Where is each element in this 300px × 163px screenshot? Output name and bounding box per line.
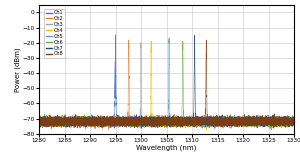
Ch7: [152, 122, 155, 124]
Ch5: [266, 120, 269, 122]
Ch4: [292, 119, 295, 121]
Ch2: [259, 121, 262, 123]
Ch8: [152, 122, 155, 124]
Ch7: [292, 121, 295, 123]
Ch1: [292, 117, 295, 119]
Ch3: [152, 122, 155, 124]
Ch1: [200, 123, 204, 125]
Ch6: [266, 122, 269, 124]
Ch6: [50, 128, 53, 130]
Line: Ch3: Ch3: [39, 42, 294, 129]
Ch5: [259, 119, 262, 120]
Ch3: [200, 121, 204, 123]
Line: Ch2: Ch2: [39, 40, 294, 130]
Ch3: [84, 128, 87, 130]
Ch2: [292, 120, 295, 122]
Ch8: [204, 39, 208, 41]
Line: Ch4: Ch4: [39, 41, 294, 130]
Ch8: [200, 120, 204, 122]
Ch7: [200, 120, 204, 122]
Ch5: [292, 121, 295, 123]
Ch3: [139, 41, 143, 43]
Ch8: [259, 120, 262, 122]
Ch1: [259, 121, 262, 123]
Ch5: [200, 121, 204, 123]
Ch5: [289, 121, 292, 123]
Ch1: [292, 121, 296, 123]
Ch8: [292, 117, 295, 119]
Ch4: [289, 124, 292, 126]
Ch6: [181, 40, 184, 42]
Ch3: [289, 122, 292, 124]
Y-axis label: Power (dBm): Power (dBm): [15, 47, 21, 92]
Ch7: [37, 120, 41, 122]
Ch4: [200, 123, 204, 125]
Ch4: [152, 124, 155, 126]
Ch4: [266, 125, 269, 126]
Ch1: [101, 127, 105, 129]
Ch2: [269, 129, 273, 131]
Ch1: [114, 34, 117, 36]
Ch5: [152, 120, 155, 122]
Ch3: [259, 119, 262, 121]
Ch7: [193, 34, 196, 36]
Ch7: [289, 121, 292, 123]
Ch4: [292, 121, 296, 123]
Ch2: [37, 116, 41, 118]
Ch7: [259, 122, 262, 124]
Ch5: [37, 123, 41, 125]
Ch2: [127, 39, 130, 41]
Ch8: [37, 121, 41, 123]
Ch3: [37, 120, 41, 122]
Ch3: [266, 123, 269, 125]
Ch6: [200, 120, 204, 122]
Ch1: [266, 121, 269, 123]
Ch4: [204, 129, 208, 131]
Ch7: [266, 118, 269, 120]
Ch1: [289, 123, 292, 125]
Ch8: [292, 120, 296, 122]
Ch4: [149, 40, 153, 42]
Ch2: [289, 120, 292, 122]
Ch4: [259, 121, 262, 123]
Ch2: [200, 120, 204, 122]
Line: Ch6: Ch6: [39, 41, 294, 129]
Ch2: [292, 118, 296, 120]
Ch6: [259, 119, 262, 121]
Ch6: [289, 120, 292, 122]
Ch6: [292, 121, 296, 123]
Ch7: [292, 122, 296, 124]
Line: Ch8: Ch8: [39, 40, 294, 129]
Ch5: [268, 128, 272, 130]
Ch6: [292, 118, 295, 119]
Ch2: [152, 120, 155, 122]
Line: Ch5: Ch5: [39, 38, 294, 129]
Ch8: [289, 119, 292, 121]
Legend: Ch1, Ch2, Ch3, Ch4, Ch5, Ch6, Ch7, Ch8: Ch1, Ch2, Ch3, Ch4, Ch5, Ch6, Ch7, Ch8: [44, 9, 65, 58]
Line: Ch7: Ch7: [39, 35, 294, 128]
Ch8: [266, 121, 269, 123]
Ch4: [37, 119, 41, 121]
Ch5: [167, 37, 171, 39]
Ch1: [152, 122, 155, 124]
Ch7: [112, 127, 116, 129]
Ch3: [292, 122, 296, 124]
Ch6: [37, 119, 41, 121]
Ch5: [292, 119, 296, 121]
Line: Ch1: Ch1: [39, 35, 294, 128]
Ch6: [152, 121, 155, 123]
Ch1: [37, 117, 41, 119]
X-axis label: Wavelength (nm): Wavelength (nm): [136, 144, 197, 151]
Ch3: [292, 122, 295, 124]
Ch8: [140, 128, 143, 130]
Ch2: [266, 122, 269, 124]
